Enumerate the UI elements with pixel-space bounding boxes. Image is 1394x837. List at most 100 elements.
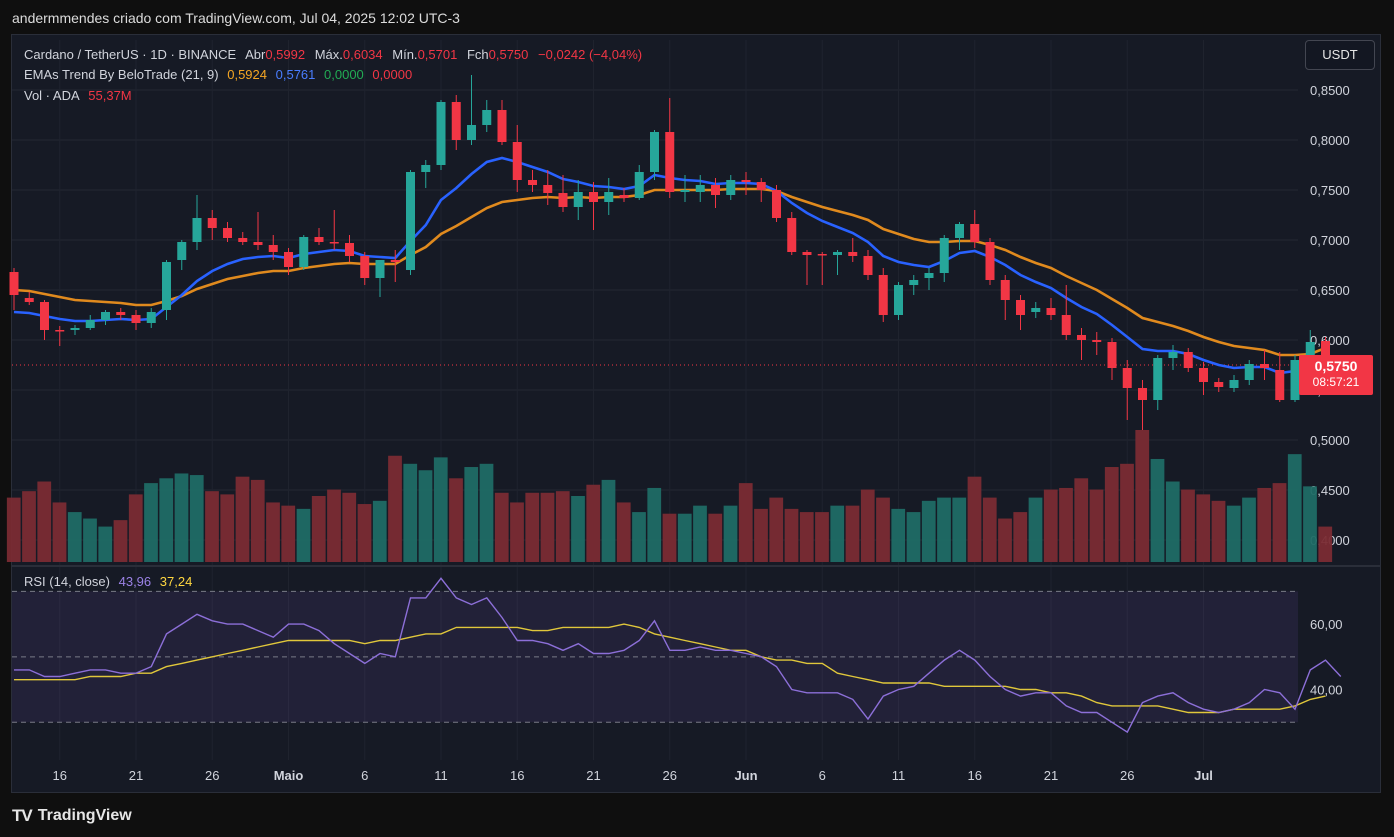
high-value: 0,6034	[342, 47, 383, 62]
rsi-legend-name[interactable]: RSI (14, close)	[24, 574, 110, 589]
time-tick-label: 21	[129, 768, 143, 783]
chart-caption: andermmendes criado com TradingView.com,…	[12, 10, 460, 26]
volume-bar	[1242, 497, 1256, 562]
volume-bar	[967, 476, 982, 562]
volume-bar	[1013, 512, 1028, 562]
open-value: 0,5992	[265, 47, 306, 62]
candle-body	[634, 172, 644, 198]
currency-button[interactable]: USDT	[1305, 40, 1375, 70]
volume-bar	[601, 479, 616, 562]
chart-frame[interactable]	[11, 34, 1381, 793]
time-tick-label: 26	[663, 768, 677, 783]
volume-bar	[1181, 489, 1195, 562]
ema-value-4: 0,0000	[372, 67, 413, 82]
time-tick-label: Maio	[274, 768, 304, 783]
candle-body	[817, 254, 827, 256]
candle-body	[512, 142, 522, 180]
candle-body	[802, 252, 812, 255]
volume-bar	[662, 513, 677, 562]
volume-bar	[693, 505, 707, 562]
time-tick-label: 16	[968, 768, 982, 783]
ema-legend-name[interactable]: EMAs Trend By BeloTrade (21, 9)	[24, 67, 219, 82]
volume-bar	[1059, 487, 1073, 562]
candle-body	[589, 192, 598, 202]
candle-body	[207, 218, 217, 228]
time-tick-label: 16	[510, 768, 524, 783]
volume-bar	[220, 494, 235, 562]
volume-bar	[98, 526, 113, 562]
volume-bar	[998, 518, 1012, 562]
candle-body	[1016, 300, 1025, 315]
candle-body	[116, 312, 126, 315]
candle-body	[284, 252, 293, 267]
candle-body	[55, 330, 65, 332]
candle-body	[1061, 315, 1071, 335]
time-tick-label: 26	[1120, 768, 1134, 783]
volume-bar	[647, 487, 662, 562]
ema-value-2: 0,5761	[275, 67, 316, 82]
volume-bar	[403, 463, 418, 562]
volume-bar	[921, 500, 936, 562]
candle-body	[497, 110, 507, 142]
tradingview-brand[interactable]: TV TradingView	[12, 806, 132, 826]
volume-bar	[708, 513, 723, 562]
candle-body	[604, 192, 614, 202]
price-tick-label: 0,8500	[1310, 83, 1350, 98]
volume-bar	[784, 508, 799, 562]
price-tick-label: 0,7500	[1310, 183, 1350, 198]
candle-body	[177, 242, 187, 260]
candle-body	[1244, 364, 1254, 380]
volume-bar	[113, 520, 128, 562]
candle-body	[1229, 380, 1239, 388]
volume-bar	[1074, 478, 1089, 562]
open-label: Abr	[245, 47, 266, 62]
volume-bar	[159, 478, 174, 562]
volume-bar	[1150, 458, 1165, 562]
price-tick-label: 0,7000	[1310, 233, 1350, 248]
candle-body	[1321, 341, 1330, 365]
volume-bar	[540, 492, 555, 562]
rsi-line	[14, 577, 1342, 734]
volume-bar	[799, 512, 814, 562]
volume-bar	[311, 496, 326, 562]
brand-name: TradingView	[37, 807, 132, 824]
candle-body	[1107, 342, 1117, 368]
price-tick-label: 0,6000	[1310, 333, 1350, 348]
volume-bar	[372, 500, 387, 562]
last-price: 0,5750	[1314, 358, 1358, 374]
volume-bar	[83, 518, 97, 562]
volume-bar	[723, 505, 738, 562]
candle-body	[985, 242, 995, 280]
tradingview-logo-icon: TV	[12, 806, 33, 825]
candle-body	[451, 102, 461, 140]
volume-bar	[616, 502, 631, 562]
candle-body	[329, 242, 339, 244]
candle-body	[436, 102, 446, 165]
volume-bar	[266, 502, 280, 562]
time-tick-label: 26	[205, 768, 219, 783]
volume-bar	[937, 497, 951, 562]
time-tick-label: Jul	[1194, 768, 1213, 783]
volume-bar	[586, 484, 601, 562]
time-tick-label: 11	[892, 768, 906, 783]
candle-body	[909, 280, 919, 285]
time-tick-label: 6	[361, 768, 368, 783]
ema-value-3: 0,0000	[324, 67, 364, 82]
candle-body	[360, 256, 370, 278]
candle-body	[756, 182, 766, 190]
low-label: Mín.	[392, 47, 418, 62]
volume-bar	[296, 508, 311, 562]
candle-body	[619, 195, 629, 198]
volume-bar	[67, 512, 82, 562]
candle-body	[1122, 368, 1132, 388]
candle-body	[1092, 340, 1102, 342]
symbol-label[interactable]: Cardano / TetherUS · 1D · BINANCE	[24, 47, 237, 62]
volume-bar	[906, 512, 921, 562]
candle-body	[558, 193, 568, 207]
volume-legend-name[interactable]: Vol · ADA	[24, 88, 80, 103]
volume-bar	[525, 492, 540, 562]
ema-value-1: 0,5924	[227, 67, 267, 82]
volume-bar	[982, 497, 997, 562]
volume-bar	[769, 497, 784, 562]
